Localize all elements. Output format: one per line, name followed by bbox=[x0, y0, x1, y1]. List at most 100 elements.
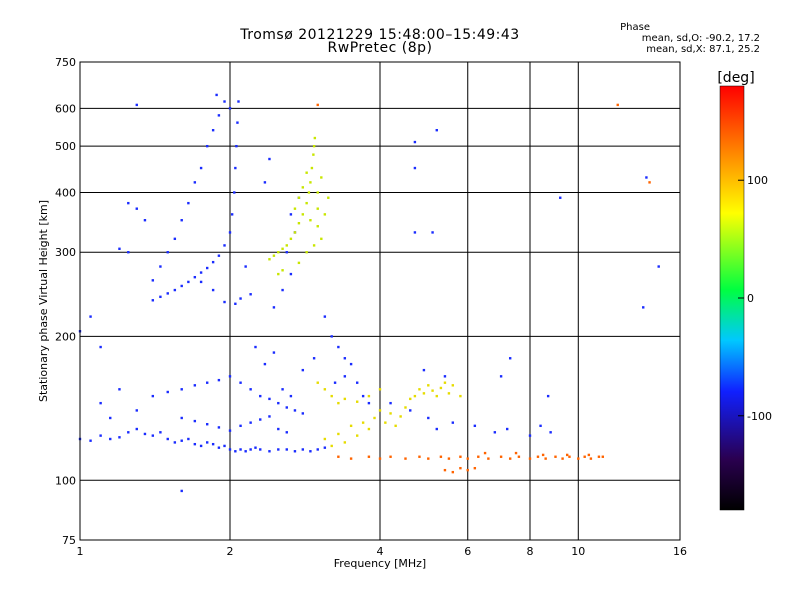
data-point bbox=[173, 237, 177, 241]
data-point bbox=[193, 384, 197, 387]
data-point bbox=[159, 265, 162, 268]
data-point bbox=[249, 448, 252, 451]
data-point bbox=[254, 345, 257, 349]
data-point bbox=[99, 401, 102, 405]
data-point bbox=[205, 441, 209, 444]
data-point bbox=[477, 455, 480, 458]
data-point bbox=[459, 466, 462, 470]
data-point bbox=[451, 421, 455, 424]
data-point bbox=[443, 468, 447, 472]
data-point bbox=[223, 300, 226, 304]
data-point bbox=[268, 415, 271, 418]
x-axis-ticks: 1 2 4 6 8 10 16 bbox=[77, 545, 688, 558]
data-point bbox=[230, 213, 234, 216]
data-point bbox=[427, 384, 430, 387]
data-point bbox=[239, 297, 242, 300]
data-point bbox=[249, 421, 252, 424]
data-point bbox=[459, 455, 462, 458]
data-point bbox=[285, 431, 288, 434]
data-point bbox=[239, 381, 242, 384]
data-point bbox=[289, 394, 293, 398]
x-tick-label: 6 bbox=[464, 545, 471, 558]
data-point bbox=[316, 225, 319, 228]
data-point bbox=[320, 237, 323, 241]
data-point bbox=[180, 284, 183, 288]
data-point bbox=[451, 470, 455, 474]
data-point bbox=[135, 409, 138, 412]
data-point bbox=[309, 219, 312, 222]
data-point bbox=[389, 412, 392, 415]
data-point bbox=[343, 375, 347, 378]
y-axis-label: Stationary phase Virtual Height [km] bbox=[37, 200, 50, 402]
data-point bbox=[180, 219, 183, 222]
data-point bbox=[309, 181, 312, 184]
data-point bbox=[272, 254, 276, 257]
y-tick-label: 75 bbox=[62, 534, 76, 547]
data-point bbox=[517, 455, 521, 458]
data-point bbox=[541, 453, 545, 457]
data-point bbox=[307, 191, 311, 194]
data-point bbox=[583, 455, 586, 458]
data-point bbox=[234, 302, 237, 305]
data-point bbox=[143, 432, 147, 436]
data-point bbox=[118, 247, 121, 250]
data-point bbox=[293, 231, 297, 234]
data-point bbox=[642, 306, 645, 309]
data-point bbox=[272, 306, 276, 309]
data-point bbox=[173, 288, 177, 292]
data-point bbox=[205, 423, 209, 426]
x-tick-label: 10 bbox=[571, 545, 585, 558]
data-point bbox=[305, 201, 308, 205]
data-point bbox=[413, 140, 417, 144]
data-point bbox=[431, 231, 434, 234]
plot-frame bbox=[79, 61, 681, 541]
data-point bbox=[301, 412, 305, 415]
data-point bbox=[205, 381, 209, 384]
data-point bbox=[312, 153, 315, 156]
data-point bbox=[193, 442, 197, 446]
data-point bbox=[367, 427, 371, 431]
data-point bbox=[514, 451, 518, 455]
data-point bbox=[297, 222, 301, 225]
data-point bbox=[281, 388, 284, 391]
data-point bbox=[193, 419, 197, 423]
data-point bbox=[422, 368, 426, 372]
x-tick-label: 4 bbox=[377, 545, 384, 558]
data-point bbox=[233, 191, 236, 194]
data-point bbox=[235, 144, 238, 148]
data-point bbox=[228, 231, 232, 234]
data-point bbox=[487, 457, 490, 460]
data-point bbox=[323, 446, 327, 449]
data-point bbox=[337, 345, 340, 349]
data-point bbox=[193, 181, 197, 184]
data-point bbox=[159, 431, 162, 434]
data-point bbox=[297, 261, 301, 265]
data-point bbox=[473, 424, 477, 428]
chart-subtitle: RwPretec (8p) bbox=[327, 40, 433, 56]
data-point bbox=[166, 437, 169, 441]
colorbar-label: [deg] bbox=[717, 70, 754, 86]
data-point bbox=[312, 144, 316, 148]
data-point bbox=[173, 441, 177, 444]
data-point bbox=[422, 392, 426, 395]
data-point bbox=[259, 418, 262, 421]
data-point bbox=[316, 207, 319, 210]
data-point bbox=[301, 448, 305, 451]
data-point bbox=[544, 457, 547, 460]
y-tick-label: 400 bbox=[55, 186, 76, 199]
data-point bbox=[355, 381, 359, 384]
data-point bbox=[268, 157, 271, 161]
data-point bbox=[373, 416, 376, 420]
data-point bbox=[648, 181, 651, 184]
data-point bbox=[277, 448, 280, 451]
data-point bbox=[508, 457, 512, 460]
data-point bbox=[109, 437, 112, 441]
data-point bbox=[293, 207, 297, 210]
data-point bbox=[285, 448, 288, 451]
data-point bbox=[151, 394, 155, 398]
data-point bbox=[135, 103, 138, 107]
grid-lines bbox=[79, 61, 681, 541]
data-point bbox=[277, 427, 280, 431]
data-point bbox=[301, 213, 305, 216]
data-point bbox=[404, 406, 407, 409]
